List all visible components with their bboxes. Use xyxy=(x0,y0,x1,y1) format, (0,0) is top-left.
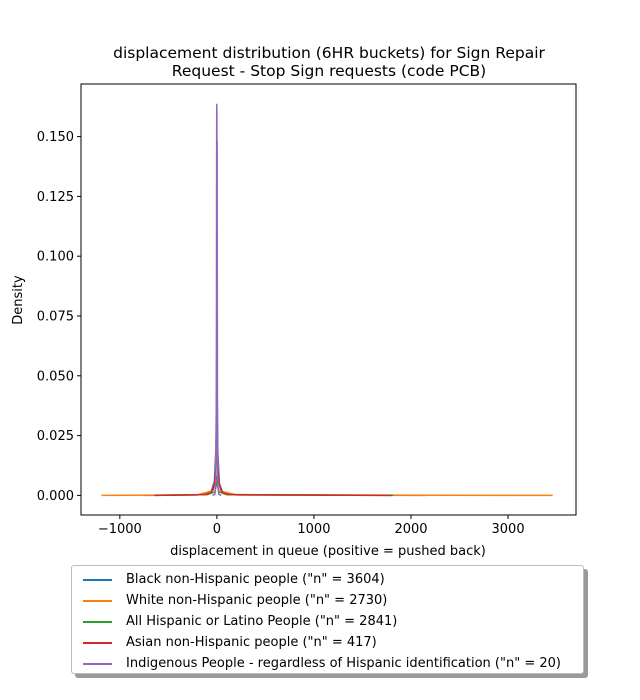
x-tick-label: 1000 xyxy=(297,522,330,537)
legend: Black non-Hispanic people ("n" = 3604) W… xyxy=(71,565,584,674)
y-tick-label: 0.150 xyxy=(37,130,74,145)
legend-swatch-hispanic xyxy=(83,620,112,623)
legend-swatch-indigenous xyxy=(83,662,112,665)
x-tick-label: −1000 xyxy=(98,522,142,537)
x-tick-label: 3000 xyxy=(492,522,525,537)
legend-label-indigenous: Indigenous People - regardless of Hispan… xyxy=(126,656,561,671)
chart-title-line-1: displacement distribution (6HR buckets) … xyxy=(113,44,545,62)
legend-item-indigenous: Indigenous People - regardless of Hispan… xyxy=(72,653,583,674)
y-tick-label: 0.025 xyxy=(37,429,74,444)
series-line-3 xyxy=(154,456,392,497)
y-axis-ticks: 0.000 0.025 0.050 0.075 0.100 0.125 0.150 xyxy=(37,130,81,504)
legend-item-asian: Asian non-Hispanic people ("n" = 417) xyxy=(72,632,583,653)
series-layer xyxy=(101,103,553,497)
legend-swatch-white xyxy=(83,599,112,602)
legend-label-asian: Asian non-Hispanic people ("n" = 417) xyxy=(126,635,377,650)
legend-item-black: Black non-Hispanic people ("n" = 3604) xyxy=(72,569,583,590)
legend-label-hispanic: All Hispanic or Latino People ("n" = 284… xyxy=(126,614,398,629)
legend-swatch-black xyxy=(83,578,112,581)
chart-canvas: displacement distribution (6HR buckets) … xyxy=(11,44,577,559)
y-tick-label: 0.100 xyxy=(37,250,74,265)
y-tick-label: 0.075 xyxy=(37,310,74,325)
series-line-0 xyxy=(143,332,426,497)
legend-label-white: White non-Hispanic people ("n" = 2730) xyxy=(126,593,388,608)
legend-label-black: Black non-Hispanic people ("n" = 3604) xyxy=(126,572,385,587)
legend-item-hispanic: All Hispanic or Latino People ("n" = 284… xyxy=(72,611,583,632)
chart-title-line-2: Request - Stop Sign requests (code PCB) xyxy=(172,62,486,80)
y-tick-label: 0.000 xyxy=(37,489,74,504)
x-axis-ticks: −1000 0 1000 2000 3000 xyxy=(98,515,525,537)
series-line-2 xyxy=(154,475,394,497)
y-tick-label: 0.050 xyxy=(37,369,74,384)
x-tick-label: 2000 xyxy=(394,522,427,537)
plot-frame xyxy=(80,83,577,516)
y-axis-label: Density xyxy=(11,275,26,325)
y-tick-label: 0.125 xyxy=(37,190,74,205)
series-line-4 xyxy=(212,103,222,497)
x-tick-label: 0 xyxy=(213,522,221,537)
legend-swatch-asian xyxy=(83,641,112,644)
x-axis-label: displacement in queue (positive = pushed… xyxy=(170,544,486,559)
legend-item-white: White non-Hispanic people ("n" = 2730) xyxy=(72,590,583,611)
series-line-1 xyxy=(101,398,553,497)
